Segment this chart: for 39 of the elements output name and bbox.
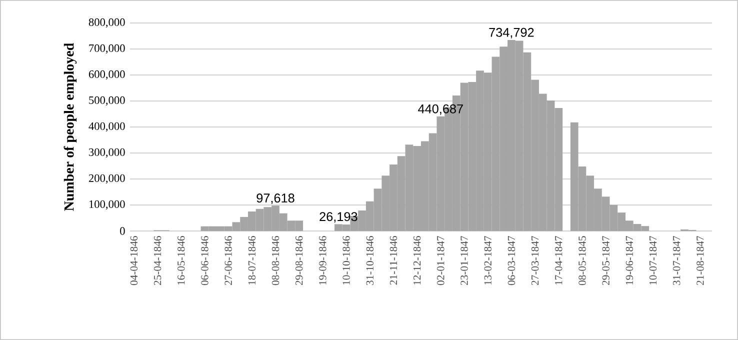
y-tick-label: 800,000	[88, 18, 125, 28]
y-tick-label: 300,000	[89, 148, 125, 158]
x-tick-label: 10-07-1847	[649, 236, 657, 285]
y-tick-label: 0	[120, 227, 125, 235]
data-label: 97,618	[256, 194, 294, 204]
y-tick-label: 100,000	[89, 200, 125, 210]
x-tick-label: 02-01-1847	[437, 236, 444, 286]
x-tick-label: 16-05-1846	[178, 236, 185, 285]
x-tick-label: 23-01-1847	[460, 236, 468, 286]
x-tick-label: 29-05-1847	[602, 236, 610, 286]
y-tick-label: 600,000	[88, 70, 125, 80]
x-tick-label: 12-12-1846	[413, 236, 421, 285]
x-tick-label: 06-03-1847	[508, 236, 516, 286]
x-tick-label: 08-08-1846	[272, 236, 280, 286]
x-tick-label: 19-06-1847	[626, 236, 634, 285]
y-tick-label: 200,000	[88, 174, 125, 184]
x-tick-label: 13-02-1847	[484, 236, 492, 285]
data-label: 440,687	[418, 104, 463, 115]
x-tick-label: 18-07-1846	[248, 236, 256, 285]
x-tick-label: 21-11-1846	[390, 236, 398, 285]
x-tick-label: 06-06-1846	[201, 236, 208, 286]
x-tick-label: 17-04-1847	[555, 236, 562, 285]
x-tick-label: 27-06-1846	[224, 236, 232, 286]
x-tick-label: 31-07-1847	[673, 236, 680, 285]
x-tick-label: 08-05-1845	[578, 236, 586, 286]
x-tick-label: 19-09-1846	[319, 236, 326, 285]
x-tick-label: 10-10-1846	[342, 236, 350, 285]
y-tick-label: 400,000	[88, 122, 125, 132]
data-label: 26,193	[320, 212, 358, 223]
x-tick-label: 27-03-1847	[531, 236, 539, 286]
y-tick-label: 700,000	[89, 44, 125, 54]
data-label: 734,792	[489, 28, 534, 38]
y-axis-title: Number of people employed	[64, 42, 77, 211]
x-tick-label: 25-04-1846	[154, 236, 162, 286]
x-tick-label: 04-04-1846	[130, 236, 138, 286]
x-tick-label: 31-10-1846	[366, 236, 374, 285]
x-tick-label: 29-08-1846	[296, 236, 303, 286]
x-tick-label: 21-08-1847	[696, 236, 704, 286]
y-tick-label: 500,000	[89, 96, 125, 106]
